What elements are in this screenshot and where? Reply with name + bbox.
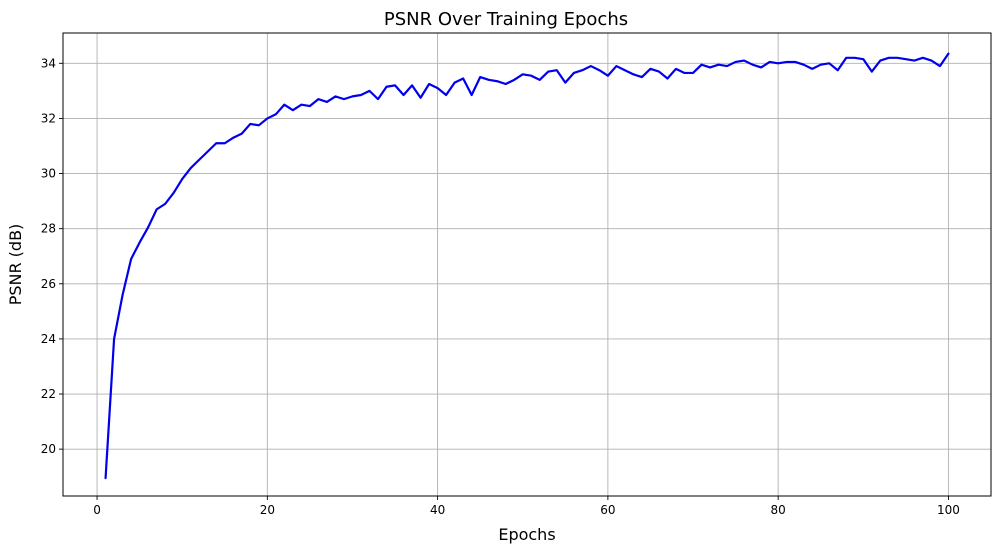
- axis-ticks: 0 20 40 60 80 100 20 22 24 26 28 30 32 34: [41, 56, 960, 517]
- y-tick-label: 34: [41, 56, 56, 70]
- plot-frame: [62, 32, 992, 497]
- y-tick-label: 24: [41, 332, 56, 346]
- x-tick-label: 80: [771, 503, 786, 517]
- psnr-series-line: [104, 52, 950, 480]
- x-tick-label: 0: [93, 503, 101, 517]
- y-tick-label: 28: [41, 222, 56, 236]
- x-tick-label: 40: [430, 503, 445, 517]
- y-axis-label: PSNR (dB): [6, 224, 25, 306]
- y-tick-label: 30: [41, 167, 56, 181]
- y-tick-label: 32: [41, 111, 56, 125]
- x-tick-label: 100: [937, 503, 960, 517]
- grid: [63, 33, 991, 496]
- series-layer: [104, 52, 950, 480]
- x-tick-label: 20: [260, 503, 275, 517]
- chart-title: PSNR Over Training Epochs: [384, 9, 628, 30]
- y-tick-label: 26: [41, 277, 56, 291]
- x-tick-label: 60: [600, 503, 615, 517]
- y-tick-label: 20: [41, 442, 56, 456]
- y-tick-label: 22: [41, 387, 56, 401]
- x-axis-label: Epochs: [498, 525, 555, 544]
